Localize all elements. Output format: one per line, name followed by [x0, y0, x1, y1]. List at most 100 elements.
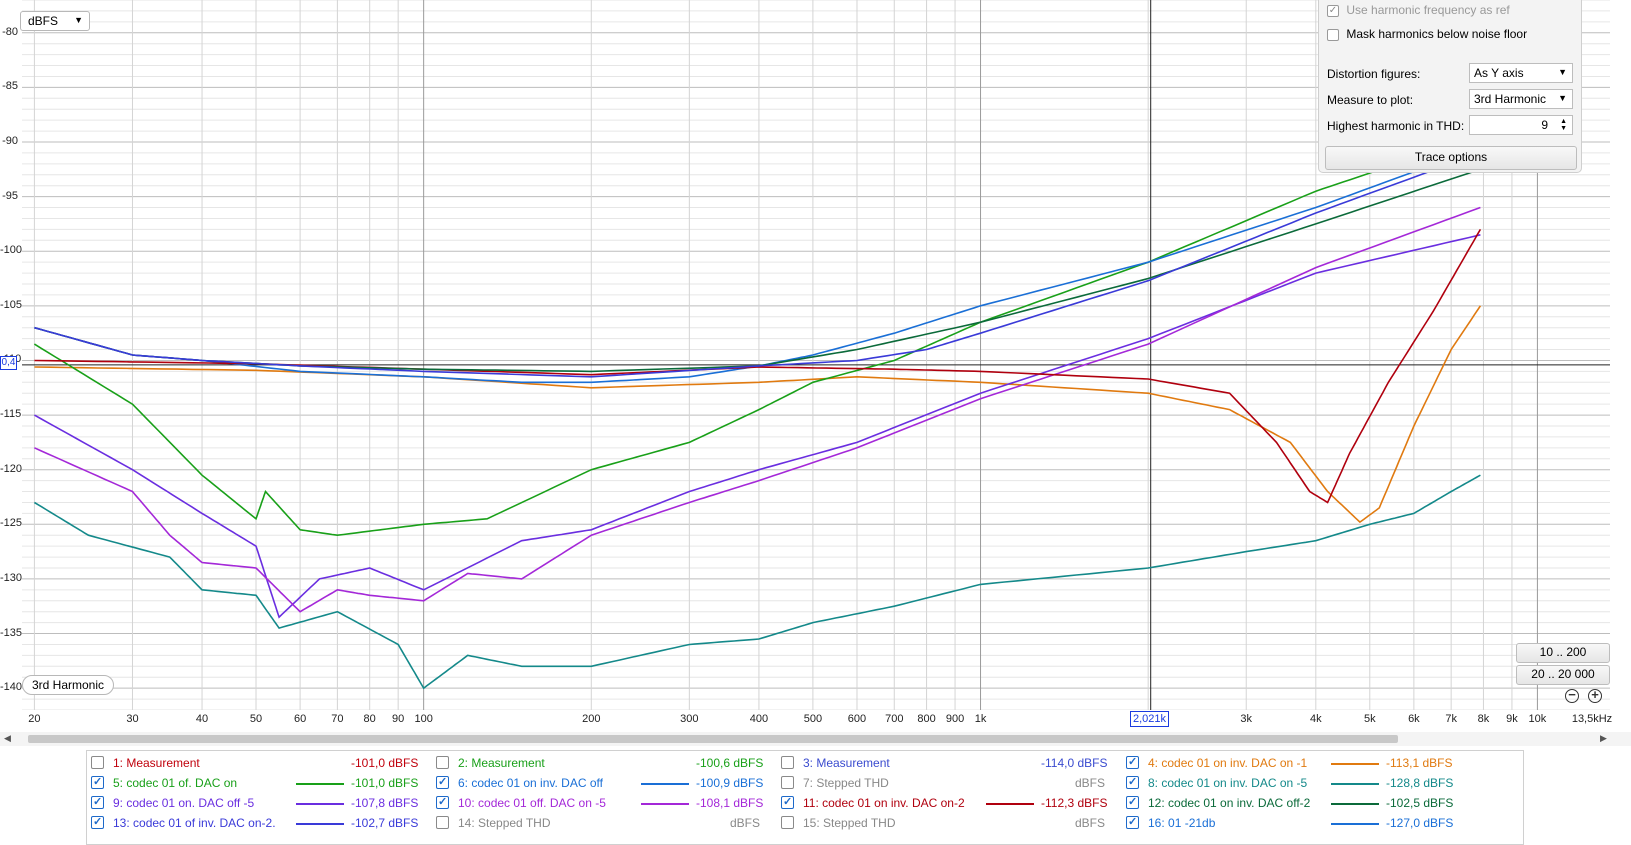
- horizontal-scrollbar[interactable]: ◀ ▶: [0, 732, 1631, 746]
- legend-item[interactable]: 14: Stepped THD dBFS: [436, 813, 776, 833]
- x-tick-label: 200: [582, 713, 601, 725]
- legend-swatch: [641, 803, 689, 805]
- legend-swatch: [1331, 763, 1379, 765]
- legend-item[interactable]: 4: codec 01 on inv. DAC on -1 -113,1 dBFS: [1126, 753, 1466, 773]
- x-tick-label: 8k: [1477, 713, 1490, 725]
- x-tick-label: 40: [195, 713, 209, 725]
- highest-harmonic-spinner[interactable]: 9 ▲ ▼: [1469, 115, 1573, 135]
- x-tick-label: 100: [414, 713, 433, 725]
- legend-item[interactable]: 12: codec 01 on inv. DAC off-2 -102,5 dBF…: [1126, 793, 1466, 813]
- legend-checkbox[interactable]: [781, 816, 794, 829]
- scroll-left-icon[interactable]: ◀: [4, 733, 11, 743]
- y-tick-label: -85: [2, 80, 18, 93]
- trace-options-button[interactable]: Trace options: [1325, 146, 1577, 170]
- legend-checkbox[interactable]: [91, 756, 104, 769]
- legend-item[interactable]: 15: Stepped THD dBFS: [781, 813, 1121, 833]
- measure-to-plot-label: Measure to plot:: [1327, 93, 1414, 107]
- x-tick-label: 9k: [1506, 713, 1518, 725]
- distortion-figures-label: Distortion figures:: [1327, 67, 1421, 81]
- mask-harmonics-checkbox[interactable]: [1327, 28, 1339, 41]
- legend-name: 15: Stepped THD: [803, 816, 896, 830]
- legend-item[interactable]: 8: codec 01 on inv. DAC on -5 -128,8 dBFS: [1126, 773, 1466, 793]
- x-tick-label: 500: [803, 713, 823, 725]
- mask-harmonics-row[interactable]: Mask harmonics below noise floor: [1327, 27, 1527, 41]
- legend-checkbox[interactable]: [781, 756, 794, 769]
- zoom-in-icon[interactable]: +: [1588, 688, 1602, 703]
- measure-badge: 3rd Harmonic: [22, 675, 115, 695]
- legend-item[interactable]: 10: codec 01 off. DAC on -5 -108,1 dBFS: [436, 793, 776, 813]
- legend-item[interactable]: 9: codec 01 on. DAC off -5 -107,8 dBFS: [91, 793, 431, 813]
- distortion-figures-select[interactable]: As Y axis ▼: [1469, 63, 1573, 83]
- legend-checkbox[interactable]: [91, 775, 104, 789]
- x-tick-label: 700: [885, 713, 904, 725]
- unit-dropdown[interactable]: dBFS ▼: [20, 11, 90, 31]
- x-tick-label: 10k: [1528, 713, 1547, 725]
- legend-item[interactable]: 6: codec 01 on inv. DAC off -100,9 dBFS: [436, 773, 776, 793]
- zoom-10-200-button[interactable]: 10 .. 200: [1516, 643, 1610, 663]
- chevron-down-icon: ▼: [1558, 67, 1567, 77]
- legend-value: -101,0 dBFS: [351, 776, 419, 790]
- series-line: [33, 474, 1481, 690]
- legend-name: 6: codec 01 on inv. DAC off: [458, 776, 603, 790]
- legend-checkbox[interactable]: [781, 776, 794, 789]
- x-tick-label: 300: [680, 713, 699, 725]
- legend-name: 1: Measurement: [113, 756, 200, 770]
- scroll-right-icon[interactable]: ▶: [1600, 733, 1607, 743]
- highest-harmonic-value: 9: [1541, 118, 1548, 132]
- legend-name: 11: codec 01 on inv. DAC on-2: [803, 796, 965, 810]
- legend-checkbox[interactable]: [91, 815, 104, 829]
- measure-to-plot-value: 3rd Harmonic: [1474, 92, 1547, 106]
- measure-to-plot-select[interactable]: 3rd Harmonic ▼: [1469, 89, 1573, 109]
- series-line: [34, 206, 1481, 613]
- legend-item[interactable]: 13: codec 01 of inv. DAC on-2. -102,7 dBF…: [91, 813, 431, 833]
- spinner-arrows-icon[interactable]: ▲ ▼: [1560, 118, 1567, 132]
- legend-name: 3: Measurement: [803, 756, 890, 770]
- legend-swatch: [1331, 823, 1379, 825]
- scroll-thumb[interactable]: [28, 735, 1398, 743]
- y-tick-label: -80: [2, 25, 18, 38]
- legend-checkbox[interactable]: [1126, 815, 1139, 829]
- x-tick-label: 70: [331, 713, 344, 725]
- legend-value: -107,8 dBFS: [351, 796, 419, 810]
- legend-checkbox[interactable]: [436, 756, 449, 769]
- legend-name: 8: codec 01 on inv. DAC on -5: [1148, 776, 1308, 790]
- distortion-options-panel: ✓ Use harmonic frequency as ref Mask har…: [1318, 0, 1582, 173]
- legend-checkbox[interactable]: [91, 795, 104, 809]
- legend-checkbox[interactable]: [1126, 795, 1139, 809]
- y-tick-label: -105: [0, 298, 23, 311]
- legend-item[interactable]: 5: codec 01 of. DAC on -101,0 dBFS: [91, 773, 431, 793]
- legend-item[interactable]: 2: Measurement -100,6 dBFS: [436, 753, 776, 773]
- legend-item[interactable]: 16: 01 -21db -127,0 dBFS: [1126, 813, 1466, 833]
- legend-checkbox[interactable]: [436, 795, 449, 809]
- series-line: [34, 228, 1482, 504]
- use-harmonic-ref-label: Use harmonic frequency as ref: [1346, 3, 1510, 17]
- x-tick-label: 800: [917, 713, 936, 725]
- legend-checkbox[interactable]: [436, 816, 449, 829]
- legend-name: 2: Measurement: [458, 756, 545, 770]
- y-tick-label: -140: [0, 681, 23, 694]
- legend-item[interactable]: 11: codec 01 on inv. DAC on-2 -112,3 dBFS: [781, 793, 1121, 813]
- legend-checkbox[interactable]: [1126, 775, 1139, 789]
- legend-item[interactable]: 3: Measurement -114,0 dBFS: [781, 753, 1121, 773]
- legend-table: 1: Measurement -101,0 dBFS 2: Measurement -…: [86, 750, 1524, 845]
- graph-svg[interactable]: [22, 0, 1610, 710]
- x-tick-label: 400: [749, 713, 769, 725]
- legend-name: 9: codec 01 on. DAC off -5: [113, 796, 255, 810]
- x-tick-label: 80: [363, 713, 376, 725]
- zoom-out-icon[interactable]: −: [1565, 688, 1579, 703]
- zoom-20-20000-button[interactable]: 20 .. 20 000: [1516, 665, 1610, 685]
- legend-checkbox[interactable]: [781, 795, 794, 809]
- legend-value: -102,7 dBFS: [351, 816, 419, 830]
- series-line: [33, 130, 1481, 537]
- legend-item[interactable]: 1: Measurement -101,0 dBFS: [91, 753, 431, 773]
- y-tick-label: -120: [0, 462, 23, 475]
- mask-harmonics-label: Mask harmonics below noise floor: [1346, 27, 1528, 41]
- use-harmonic-ref-checkbox[interactable]: ✓: [1327, 4, 1339, 17]
- legend-checkbox[interactable]: [436, 775, 449, 789]
- legend-item[interactable]: 7: Stepped THD dBFS: [781, 773, 1121, 793]
- legend-checkbox[interactable]: [1126, 755, 1139, 769]
- legend-value: -102,5 dBFS: [1386, 796, 1454, 810]
- use-harmonic-ref-row[interactable]: ✓ Use harmonic frequency as ref: [1327, 3, 1510, 17]
- x-tick-label: 4k: [1310, 713, 1322, 725]
- x-tick-label: 20: [28, 713, 41, 725]
